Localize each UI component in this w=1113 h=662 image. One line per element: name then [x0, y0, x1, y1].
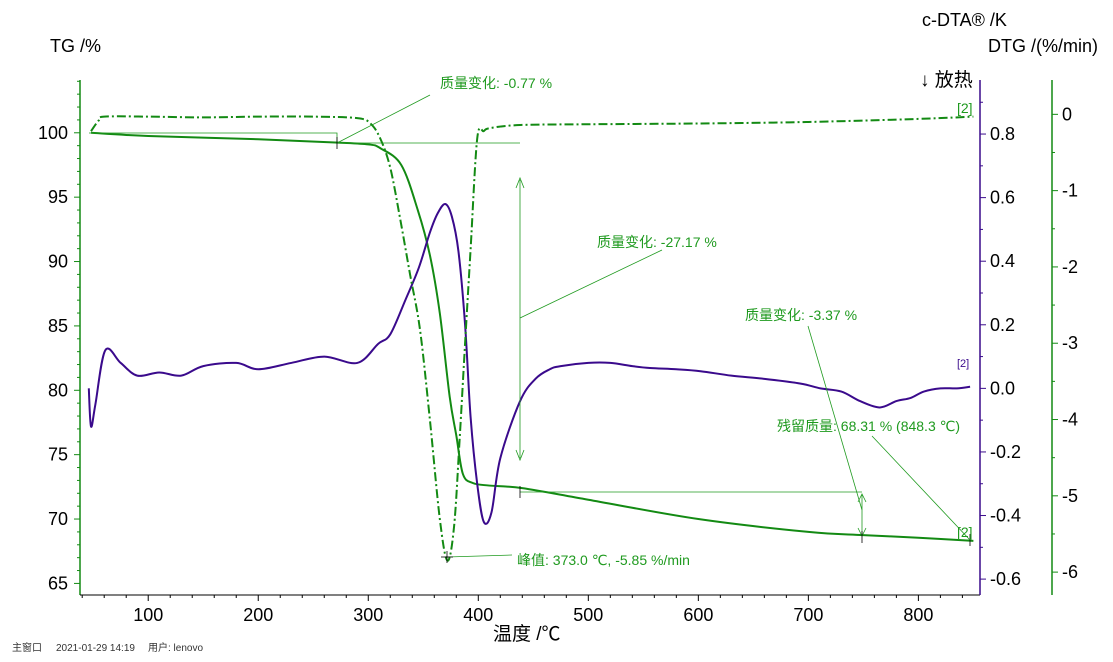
dtg-curve-tag: [2] [957, 100, 973, 116]
dtg-tick-label: -5 [1062, 486, 1078, 506]
tg-tick-label: 90 [48, 252, 68, 272]
x-axis-label: 温度 /℃ [493, 623, 561, 645]
dta-tick-label: 0.6 [990, 188, 1015, 208]
arrow-head-up [857, 493, 867, 503]
arrow-head-down [515, 449, 525, 462]
series [87, 115, 974, 562]
tg-tick-label: 80 [48, 380, 68, 400]
dtg-tick-label: 0 [1062, 104, 1072, 124]
mass-change-1-label: 质量变化: -0.77 % [440, 75, 552, 91]
x-tick-label: 300 [353, 605, 383, 625]
x-tick-label: 400 [463, 605, 493, 625]
tg-tick-label: 95 [48, 187, 68, 207]
tg-curve [90, 131, 974, 542]
dta-tick-label: 0.0 [990, 378, 1015, 398]
mass-change-3-label: 质量变化: -3.37 % [745, 307, 857, 323]
dta-tick-label: -0.2 [990, 442, 1021, 462]
dtg-curve [90, 115, 974, 562]
x-tick-label: 200 [243, 605, 273, 625]
tg-tick-label: 70 [48, 509, 68, 529]
mass-change-1-leader [336, 94, 431, 144]
mass-change-2-label: 质量变化: -27.17 % [597, 234, 717, 250]
residual-mass-label: 残留质量: 68.31 % (848.3 ℃) [777, 418, 960, 434]
dta-tick-label: 0.4 [990, 251, 1015, 271]
cdta-curve [87, 202, 971, 525]
footer-window: 主窗口 [12, 641, 42, 654]
dtg-tick-label: -6 [1062, 562, 1078, 582]
exo-direction-label: ↓ 放热 [920, 69, 973, 91]
tg-tick-label: 75 [48, 445, 68, 465]
dta-tick-label: 0.8 [990, 124, 1015, 144]
dtg-tick-label: -2 [1062, 257, 1078, 277]
tg-tick-label: 100 [38, 123, 68, 143]
peak-label: 峰值: 373.0 ℃, -5.85 %/min [517, 552, 690, 568]
peak-leader [446, 554, 513, 558]
axes: 65 70 75 80 85 90 95 100 100 200 300 400 500 600 700 80… [38, 80, 1078, 625]
dtg-tick-label: -3 [1062, 333, 1078, 353]
x-tick-label: 600 [683, 605, 713, 625]
mass-change-3-leader [807, 325, 863, 511]
mass-change-2-leader [519, 249, 663, 319]
dta-axis-label: c-DTA® /K [922, 10, 1007, 30]
dtg-tick-label: -1 [1062, 181, 1078, 201]
arrow-head-up [515, 176, 525, 189]
x-tick-label: 800 [903, 605, 933, 625]
dta-curve-tag: [2] [957, 358, 969, 370]
residual-mass-leader [871, 435, 971, 541]
footer-datetime: 2021-01-29 14:19 [56, 643, 135, 654]
dtg-tick-label: -4 [1062, 410, 1078, 430]
x-tick-label: 100 [133, 605, 163, 625]
footer-user: 用户: lenovo [148, 641, 203, 654]
x-tick-label: 500 [573, 605, 603, 625]
tg-curve-tag: [2] [957, 524, 973, 540]
tg-tick-label: 65 [48, 573, 68, 593]
dta-tick-label: 0.2 [990, 315, 1015, 335]
dta-tick-label: -0.6 [990, 569, 1021, 589]
tg-axis-label: TG /% [50, 36, 101, 56]
dta-tick-label: -0.4 [990, 506, 1021, 526]
x-tick-label: 700 [793, 605, 823, 625]
dtg-axis-label: DTG /(%/min) [988, 36, 1098, 56]
annotation-lines [89, 94, 971, 563]
tg-tick-label: 85 [48, 316, 68, 336]
